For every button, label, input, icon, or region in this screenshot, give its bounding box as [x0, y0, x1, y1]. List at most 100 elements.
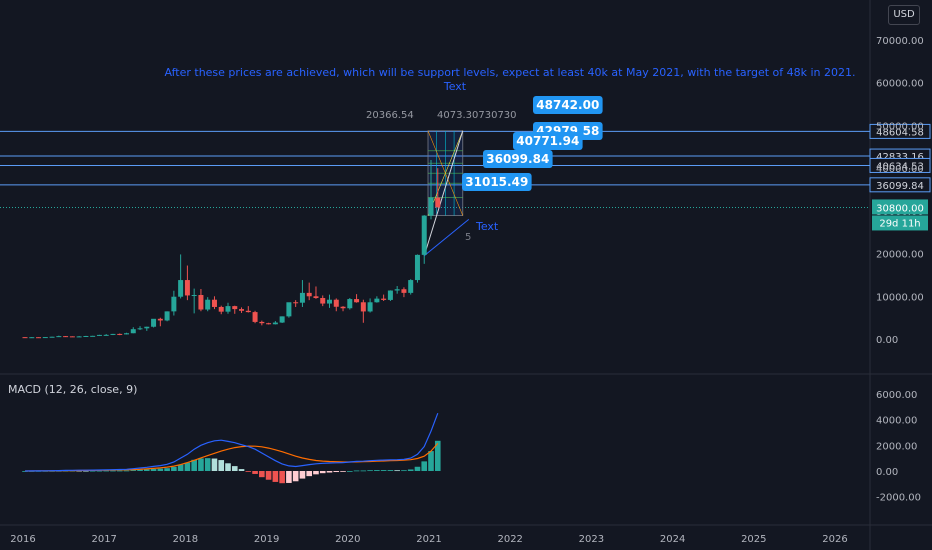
candle-body	[306, 292, 312, 297]
candle-body	[232, 306, 238, 310]
candle-body	[435, 197, 441, 208]
candle-body	[184, 280, 190, 296]
price-callout: 36099.84	[486, 152, 549, 166]
candle-body	[130, 329, 136, 334]
candle-body	[272, 322, 278, 325]
price-callout-box	[513, 132, 583, 150]
price-callout: 40771.94	[516, 134, 579, 148]
candle-body	[320, 297, 326, 304]
candle-body	[36, 337, 42, 339]
candle-body	[299, 292, 305, 303]
macd-histogram-bar	[225, 463, 231, 471]
candle-body	[137, 328, 143, 330]
candle-body	[286, 302, 292, 317]
macd-histogram-bar	[123, 470, 130, 472]
candle-body	[414, 254, 420, 281]
macd-histogram-bar	[421, 461, 428, 471]
macd-histogram-bar	[299, 471, 306, 479]
candle-body	[327, 299, 332, 304]
macd-histogram-bar	[191, 459, 197, 471]
macd-histogram-bar	[259, 471, 265, 478]
candle-body	[151, 318, 157, 327]
macd-histogram-bar	[83, 470, 89, 472]
candle-body	[347, 299, 353, 309]
price-tick-label: 0.00	[876, 335, 898, 346]
macd-histogram-bar	[367, 470, 373, 472]
price-callout: 48742.00	[536, 98, 599, 112]
candle-body	[367, 302, 373, 312]
candle-body	[144, 326, 150, 329]
year-tick-label: 2023	[579, 534, 604, 545]
level-label: 42833.16	[876, 152, 924, 163]
year-tick-label: 2021	[416, 534, 441, 545]
macd-histogram-bar	[326, 471, 333, 473]
macd-histogram-bar	[177, 464, 184, 471]
macd-tick-label: 4000.00	[876, 416, 917, 427]
candle-body	[103, 334, 109, 336]
macd-histogram-bar	[353, 470, 360, 472]
level-label: 36099.84	[876, 181, 924, 192]
macd-histogram-bar	[252, 471, 258, 474]
candle-body	[421, 215, 427, 255]
level-label: 40634.53	[876, 161, 924, 172]
price-callout-box	[462, 173, 532, 191]
macd-histogram-bar	[272, 471, 279, 482]
year-tick-label: 2026	[822, 534, 847, 545]
year-tick-label: 2018	[173, 534, 198, 545]
fib-line	[423, 130, 464, 256]
candle-body	[178, 280, 184, 297]
price-tick-label: 20000.00	[876, 250, 924, 261]
macd-histogram-bar	[340, 471, 346, 472]
macd-histogram-bar	[137, 469, 143, 471]
candle-body	[374, 298, 380, 303]
candle-body	[164, 311, 170, 321]
price-tick-label: 10000.00	[876, 292, 924, 303]
candle-body	[22, 337, 28, 339]
macd-histogram-bar	[150, 468, 157, 471]
macd-legend: MACD (12, 26, close, 9)	[8, 383, 138, 396]
candle-body	[245, 310, 251, 313]
price-tick-label: 70000.00	[876, 36, 924, 47]
macd-histogram-bar	[380, 470, 387, 471]
macd-histogram-bar	[130, 470, 137, 471]
candle-body	[124, 333, 129, 335]
candle-body	[408, 280, 414, 293]
candle-body	[354, 299, 360, 303]
candle-body	[225, 306, 231, 312]
macd-histogram-bar	[407, 469, 414, 471]
macd-histogram-bar	[374, 470, 380, 471]
macd-histogram-bar	[292, 471, 299, 482]
level-label-box	[869, 123, 931, 139]
annotation-subtext: Text	[443, 80, 467, 93]
price-tick-label: 40000.00	[876, 164, 924, 175]
candle-body	[205, 299, 211, 310]
macd-histogram-bar	[218, 460, 225, 471]
fib-overlay[interactable]	[423, 130, 470, 257]
price-tick-label: 50000.00	[876, 121, 924, 132]
fib-left-label: 20366.54	[366, 110, 414, 121]
macd-histogram-bar	[265, 471, 272, 480]
macd-histogram-bar	[116, 470, 123, 472]
price-callout-box	[483, 150, 553, 168]
macd-histogram-bar	[157, 468, 164, 471]
candle-body	[239, 309, 245, 311]
year-tick-label: 2017	[91, 534, 116, 545]
macd-histogram-bar	[103, 470, 109, 472]
macd-histogram-bar	[319, 471, 326, 474]
price-badge: 30800.00	[876, 203, 924, 214]
macd-histogram-bar	[306, 471, 312, 477]
candle-body	[56, 336, 62, 338]
macd-histogram-bar	[211, 458, 218, 471]
candle-body	[191, 295, 197, 297]
candle-body	[69, 336, 75, 338]
candle-body	[401, 289, 407, 293]
fib-line	[427, 130, 464, 216]
currency-button[interactable]: USD	[888, 5, 920, 25]
year-tick-label: 2020	[335, 534, 360, 545]
price-tick-label: 60000.00	[876, 79, 924, 90]
price-callout: 31015.49	[465, 175, 528, 189]
macd-histogram-bar	[434, 440, 441, 471]
macd-histogram-bar	[96, 470, 103, 472]
